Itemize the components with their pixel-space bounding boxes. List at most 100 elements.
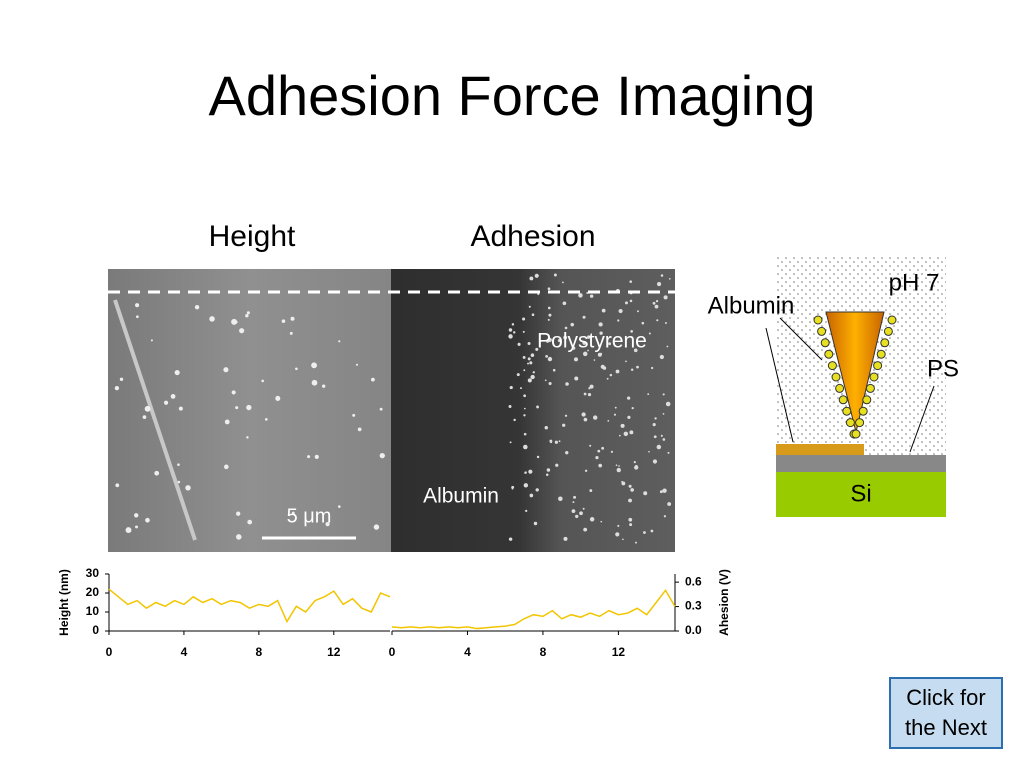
speckle bbox=[557, 338, 562, 343]
speckle bbox=[593, 359, 596, 361]
bead bbox=[876, 349, 886, 359]
speckle bbox=[236, 511, 241, 516]
speckle bbox=[520, 387, 522, 390]
speckle bbox=[528, 469, 533, 474]
diagram-label: Si bbox=[850, 480, 871, 507]
speckle bbox=[145, 517, 150, 523]
speckle bbox=[338, 505, 341, 508]
speckle bbox=[523, 414, 526, 417]
speckle bbox=[579, 511, 583, 516]
afm-tip bbox=[825, 311, 885, 433]
image-label: Height bbox=[209, 220, 296, 253]
speckle bbox=[170, 394, 176, 399]
next-button[interactable]: Click for the Next bbox=[889, 677, 1003, 749]
data-line bbox=[108, 588, 391, 624]
speckle bbox=[525, 509, 528, 513]
speckle bbox=[527, 357, 531, 361]
speckle bbox=[656, 444, 662, 450]
speckle bbox=[637, 310, 639, 313]
speckle bbox=[247, 519, 253, 525]
bead bbox=[873, 361, 883, 371]
data-line bbox=[391, 588, 676, 630]
speckle bbox=[633, 348, 638, 353]
speckle bbox=[373, 524, 380, 530]
speckle bbox=[114, 385, 120, 391]
speckle bbox=[545, 473, 549, 477]
speckle bbox=[629, 430, 634, 435]
speckle bbox=[185, 485, 191, 491]
speckle bbox=[134, 513, 139, 518]
bead bbox=[831, 372, 841, 382]
speckle bbox=[583, 351, 588, 357]
speckle bbox=[509, 385, 513, 390]
speckle bbox=[563, 536, 568, 541]
speckle bbox=[648, 332, 651, 335]
pointer bbox=[779, 317, 823, 361]
speckle bbox=[163, 400, 169, 405]
speckle bbox=[142, 415, 147, 419]
speckle bbox=[562, 301, 567, 306]
speckle bbox=[246, 436, 249, 439]
speckle bbox=[235, 406, 239, 410]
speckle bbox=[657, 282, 662, 287]
speckle bbox=[536, 455, 540, 459]
speckle bbox=[136, 315, 139, 319]
speckle bbox=[135, 525, 138, 529]
speckle bbox=[523, 407, 526, 410]
speckle bbox=[547, 306, 551, 310]
speckle bbox=[662, 413, 665, 415]
bead bbox=[880, 338, 890, 348]
speckle bbox=[652, 301, 656, 305]
speckle bbox=[581, 412, 586, 417]
speckle bbox=[534, 273, 539, 278]
speckle bbox=[584, 469, 588, 472]
speckle bbox=[261, 379, 265, 383]
pointer bbox=[765, 327, 794, 443]
speckle bbox=[659, 490, 663, 494]
speckle bbox=[631, 406, 634, 410]
speckle bbox=[546, 468, 551, 472]
speckle bbox=[595, 456, 599, 460]
speckle bbox=[634, 465, 639, 470]
speckle bbox=[562, 281, 564, 284]
speckle bbox=[627, 396, 631, 400]
x-tick-label: 12 bbox=[612, 645, 626, 659]
x-tick-label: 0 bbox=[106, 645, 113, 659]
speckle bbox=[209, 316, 215, 322]
speckle bbox=[528, 305, 531, 308]
speckle bbox=[641, 321, 645, 325]
slide-title: Adhesion Force Imaging bbox=[208, 64, 815, 127]
si-substrate bbox=[776, 472, 946, 517]
speckle bbox=[601, 308, 606, 313]
speckle bbox=[119, 377, 124, 382]
speckle bbox=[578, 293, 583, 298]
speckle bbox=[522, 330, 525, 333]
speckle bbox=[115, 483, 120, 488]
speckle bbox=[647, 393, 650, 396]
speckle bbox=[662, 438, 666, 441]
speckle bbox=[608, 342, 612, 346]
speckle bbox=[660, 274, 664, 277]
speckle bbox=[659, 354, 665, 360]
speckle bbox=[150, 339, 153, 342]
speckle bbox=[264, 418, 268, 421]
bead bbox=[817, 326, 827, 336]
speckle bbox=[656, 319, 659, 322]
speckle bbox=[583, 417, 588, 422]
speckle bbox=[586, 291, 589, 294]
speckle bbox=[529, 361, 533, 365]
speckle bbox=[630, 368, 634, 371]
diagram-label: Albumin bbox=[708, 292, 795, 319]
speckle bbox=[544, 425, 548, 430]
speckle bbox=[583, 527, 588, 532]
speckle bbox=[607, 420, 610, 422]
speckle bbox=[589, 384, 594, 389]
speckle bbox=[355, 363, 359, 366]
speckle bbox=[667, 502, 672, 506]
speckle bbox=[618, 465, 620, 467]
speckle bbox=[511, 485, 515, 489]
y-tick-label: 0.3 bbox=[685, 599, 702, 613]
speckle bbox=[177, 463, 180, 466]
